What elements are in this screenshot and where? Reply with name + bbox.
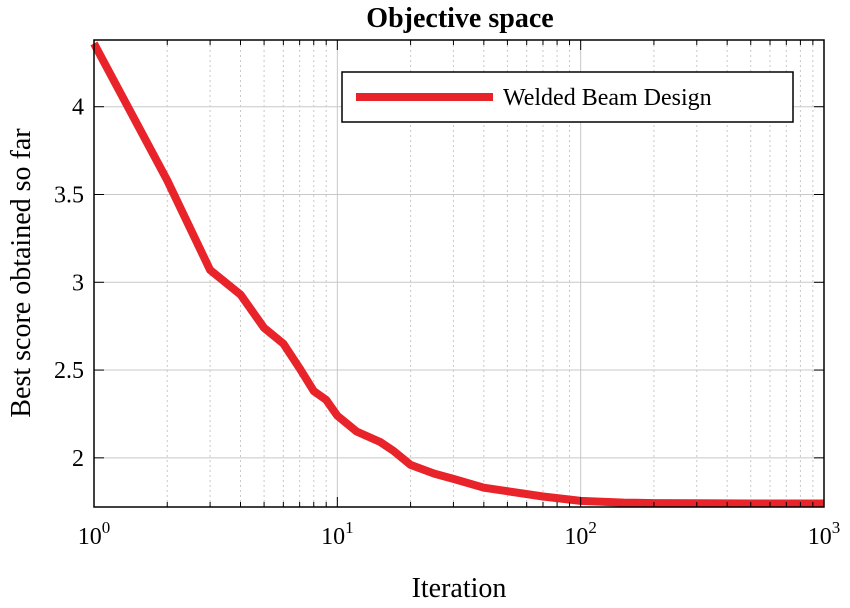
y-tick-label: 2.5 [54,358,84,384]
x-axis-label: Iteration [412,573,507,604]
legend: Welded Beam Design [341,71,794,123]
x-tick-label: 101 [321,518,354,550]
x-tick-label: 102 [564,518,597,550]
y-tick-labels: 2 2.5 3 3.5 4 [54,95,84,472]
legend-label: Welded Beam Design [503,85,712,111]
y-tick-label: 2 [72,446,84,472]
chart-title: Objective space [366,3,553,34]
x-tick-label: 100 [78,518,111,550]
plot-frame [93,39,825,508]
tick-marks [94,40,824,507]
y-tick-label: 4 [72,95,84,121]
y-axis-label: Best score obtained so far [6,128,37,418]
y-tick-label: 3.5 [54,182,84,208]
series-line [90,41,824,508]
x-tick-labels: 100 101 102 103 [78,518,841,550]
x-tick-label: 103 [808,518,841,550]
series-layer [90,41,824,508]
y-tick-label: 3 [72,270,84,296]
